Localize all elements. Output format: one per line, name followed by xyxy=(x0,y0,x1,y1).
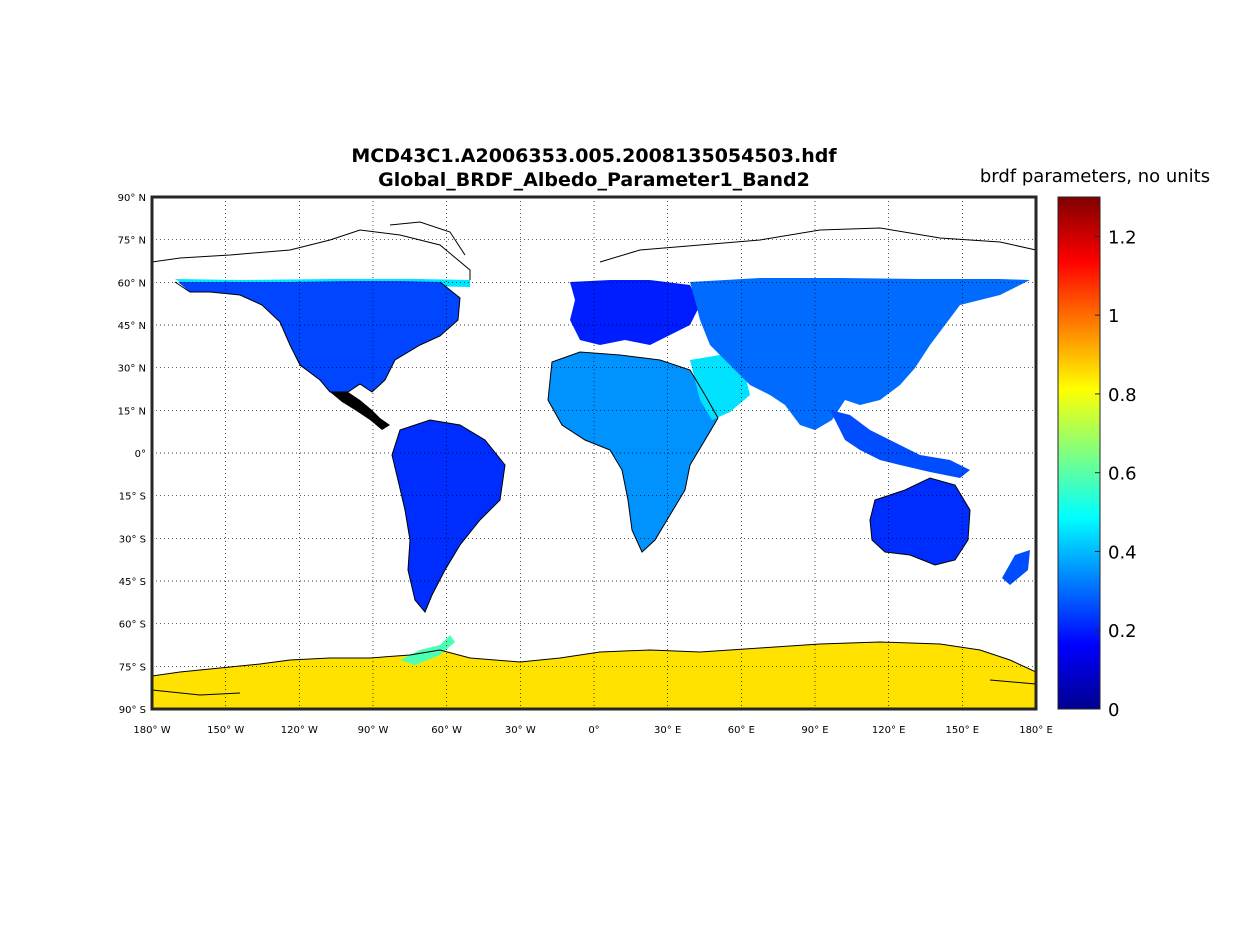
lon-tick-label: 90° W xyxy=(358,725,389,736)
colorbar-label: brdf parameters, no units xyxy=(979,166,1211,187)
region-south-america xyxy=(392,420,505,612)
region-africa xyxy=(548,352,718,552)
lat-tick-label: 60° S xyxy=(119,620,146,631)
lat-tick-label: 15° S xyxy=(119,492,146,503)
region-central-america xyxy=(330,392,390,430)
region-europe xyxy=(570,280,700,345)
region-antarctic-peninsula xyxy=(400,635,455,665)
lat-tick-label: 15° N xyxy=(118,406,146,417)
colorbar-tick-label: 0.8 xyxy=(1108,385,1137,406)
lat-tick-label: 30° N xyxy=(118,364,146,375)
region-asia xyxy=(690,278,1030,430)
region-antarctica xyxy=(152,642,1036,709)
map-title-line1: MCD43C1.A2006353.005.2008135054503.hdf xyxy=(351,145,837,167)
lon-tick-label: 150° E xyxy=(946,725,980,736)
lat-tick-label: 75° S xyxy=(119,662,146,673)
lat-tick-label: 30° S xyxy=(119,534,146,545)
lon-tick-label: 60° W xyxy=(431,725,462,736)
colorbar xyxy=(1057,196,1101,710)
region-north-america xyxy=(178,281,460,392)
colorbar-tick-label: 0.2 xyxy=(1108,621,1137,642)
map-title-line2: Global_BRDF_Albedo_Parameter1_Band2 xyxy=(378,169,810,191)
lon-tick-label: 150° W xyxy=(207,725,244,736)
lon-tick-label: 180° W xyxy=(133,725,170,736)
colorbar-ticks: 0 0.2 0.4 0.6 0.8 1 1.2 xyxy=(1095,227,1137,721)
lat-tick-label: 45° N xyxy=(118,321,146,332)
lon-tick-label: 120° W xyxy=(281,725,318,736)
lat-tick-label: 45° S xyxy=(119,577,146,588)
colorbar-tick-label: 0 xyxy=(1108,700,1119,721)
lon-tick-label: 60° E xyxy=(728,725,755,736)
lat-tick-label: 60° N xyxy=(118,278,146,289)
lat-tick-label: 90° N xyxy=(118,193,146,204)
lat-tick-label: 90° S xyxy=(119,705,146,716)
lon-tick-label: 30° W xyxy=(505,725,536,736)
map-frame xyxy=(150,195,1038,711)
region-new-zealand xyxy=(1002,550,1030,585)
lon-tick-label: 180° E xyxy=(1019,725,1053,736)
coastlines xyxy=(152,221,1036,696)
colorbar-tick-label: 1 xyxy=(1108,306,1119,327)
map-data-layer xyxy=(152,278,1036,709)
lon-tick-label: 30° E xyxy=(654,725,681,736)
lon-tick-label: 90° E xyxy=(801,725,828,736)
lat-tick-label: 0° xyxy=(135,449,146,460)
colorbar-tick-label: 1.2 xyxy=(1108,227,1137,248)
region-australia xyxy=(870,478,970,565)
colorbar-tick-label: 0.4 xyxy=(1108,542,1137,563)
map-grid xyxy=(152,197,1036,709)
colorbar-tick-label: 0.6 xyxy=(1108,464,1137,485)
region-southeast-asia xyxy=(830,410,970,478)
lat-tick-label: 75° N xyxy=(118,236,146,247)
lon-tick-label: 0° xyxy=(588,725,599,736)
map-axis-ticks: 90° N 75° N 60° N 45° N 30° N 15° N 0° 15° S 30°… xyxy=(118,193,1053,736)
lon-tick-label: 120° E xyxy=(872,725,906,736)
region-arabia xyxy=(690,355,750,420)
